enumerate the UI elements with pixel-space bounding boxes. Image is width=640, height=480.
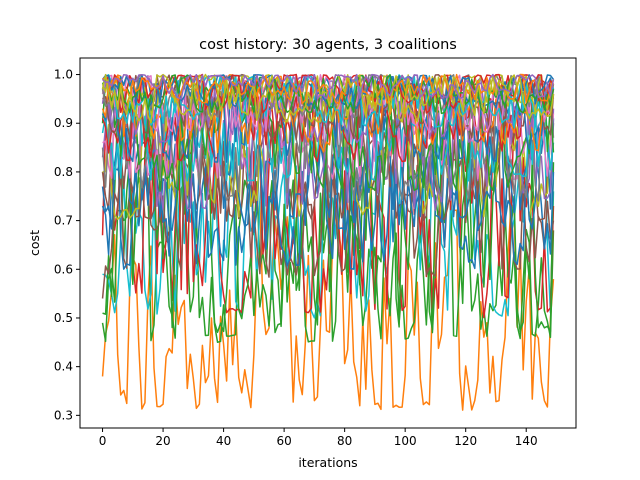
y-tick-label: 0.8 [54,165,73,179]
y-tick-label: 0.7 [54,214,73,228]
series-line-29 [101,73,555,124]
x-tick-label: 80 [337,434,352,448]
y-axis-label: cost [27,230,42,256]
plot-frame [79,57,577,429]
x-tick-label: 140 [515,434,538,448]
series-line-1 [101,201,555,411]
x-tick-label: 100 [394,434,417,448]
x-axis: 0 20 40 60 80 100 120 140 [99,428,538,448]
x-tick-label: 0 [99,434,107,448]
series-line-18 [101,74,555,154]
series-line-12 [102,78,555,182]
y-tick-label: 0.4 [54,360,73,374]
x-tick-label: 20 [155,434,170,448]
series-line-30 [102,73,555,100]
y-tick-label: 0.5 [54,311,73,325]
series-line-25 [102,73,555,114]
x-tick-label: 40 [216,434,231,448]
y-tick-label: 0.9 [54,116,73,130]
y-tick-label: 0.3 [54,408,73,422]
x-tick-label: 60 [276,434,291,448]
y-tick-label: 1.0 [54,68,73,82]
y-tick-label: 0.6 [54,262,73,276]
series-line-27 [101,74,555,115]
y-axis: 0.3 0.4 0.5 0.6 0.7 0.8 0.9 1.0 [54,68,80,422]
x-tick-label: 120 [454,434,477,448]
x-axis-label: iterations [298,455,357,470]
series-layer [101,73,555,411]
chart-title: cost history: 30 agents, 3 coalitions [199,37,457,53]
